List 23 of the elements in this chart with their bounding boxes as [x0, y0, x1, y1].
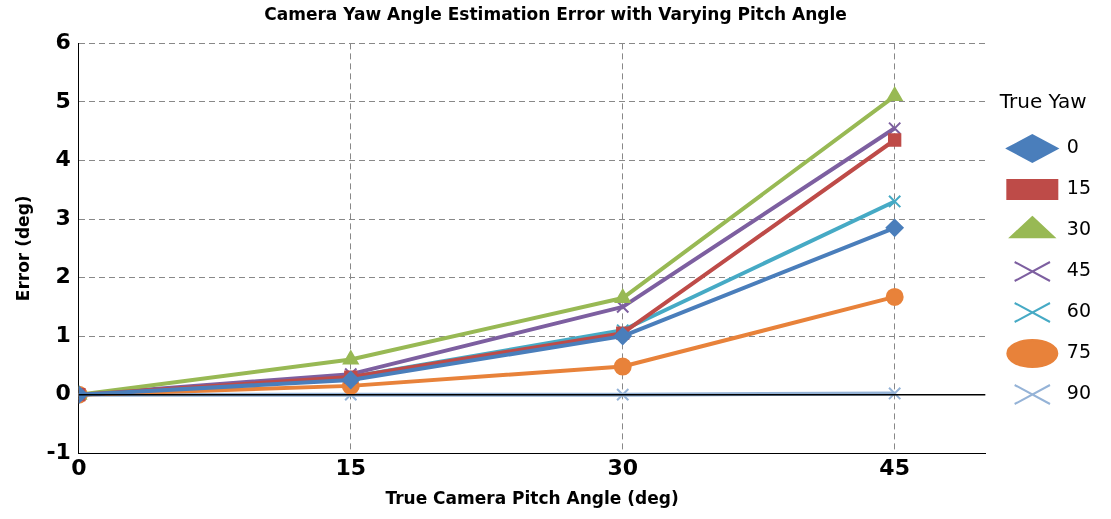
legend-label: 90 — [1066, 381, 1092, 404]
x-tick-label: 45 — [879, 455, 910, 481]
y-tick-label: 1 — [55, 321, 71, 347]
legend-title: True Yaw — [998, 89, 1087, 114]
legend-label: 15 — [1066, 176, 1092, 199]
legend-label: 75 — [1066, 340, 1092, 363]
y-tick-label: 3 — [55, 204, 71, 230]
legend-label: 30 — [1066, 217, 1092, 240]
y-tick-label: 6 — [55, 29, 71, 55]
y-tick-label: -1 — [46, 438, 71, 464]
y-tick-label: 5 — [55, 87, 71, 113]
x-axis-title: True Camera Pitch Angle (deg) — [385, 488, 679, 509]
x-tick-label: 15 — [335, 455, 367, 481]
legend-label: 60 — [1066, 299, 1092, 322]
legend-label: 45 — [1066, 258, 1092, 281]
x-tick-label: 0 — [71, 455, 87, 481]
chart-title: Camera Yaw Angle Estimation Error with Varying Pitch Angle — [264, 3, 847, 24]
x-tick-label: 30 — [607, 455, 639, 481]
y-tick-label: 2 — [55, 263, 71, 289]
y-tick-label: 4 — [55, 146, 71, 172]
y-tick-label: 0 — [55, 380, 71, 406]
y-axis-title: Error (deg) — [12, 195, 33, 302]
legend-label: 0 — [1066, 135, 1079, 158]
